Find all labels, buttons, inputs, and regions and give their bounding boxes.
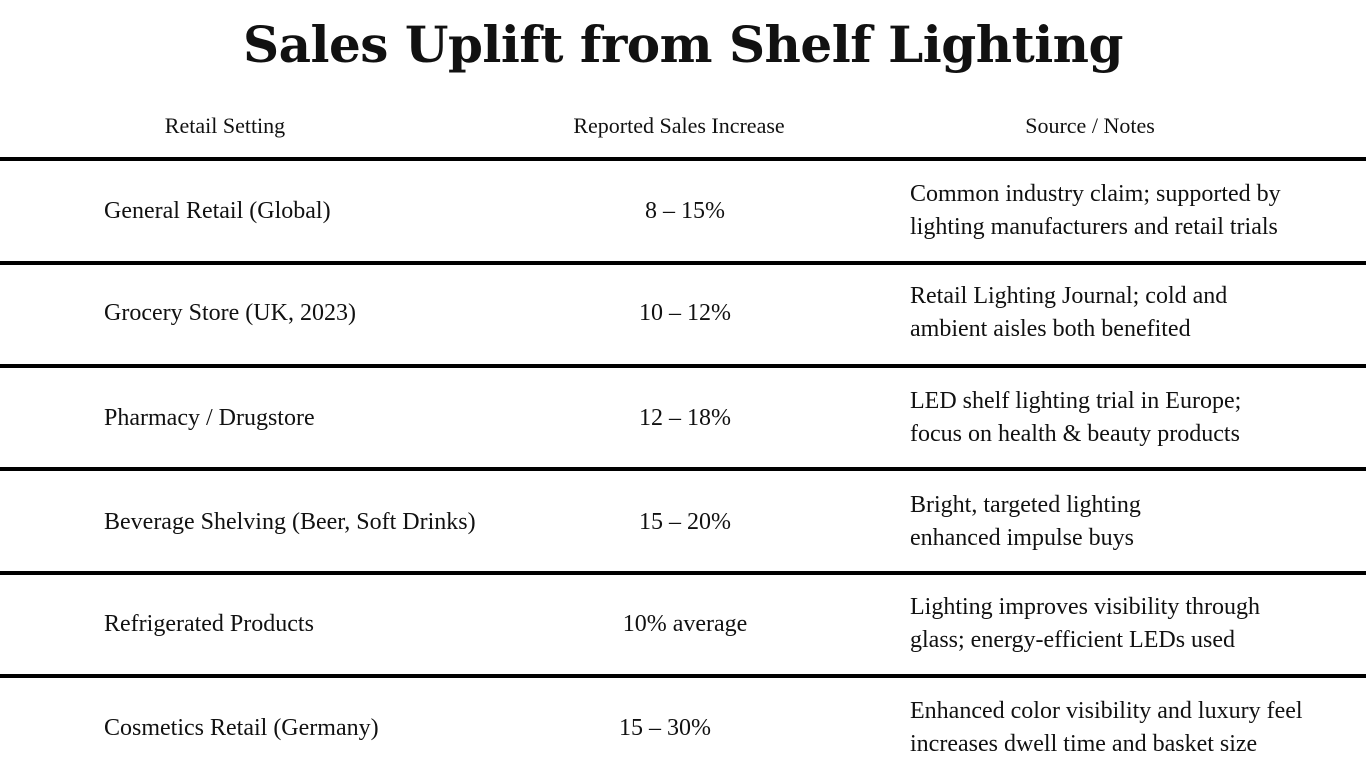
- source-notes-line: glass; energy-efficient LEDs used: [910, 627, 1236, 653]
- column-header-retail-setting: Retail Setting: [164, 113, 286, 138]
- table-divider: [0, 157, 1366, 161]
- page-title: Sales Uplift from Shelf Lighting: [243, 15, 1124, 74]
- source-notes-cell: Lighting improves visibility through gla…: [910, 574, 1360, 674]
- retail-setting-cell: Refrigerated Products: [104, 610, 314, 637]
- sales-increase-cell: 10 – 12%: [639, 299, 731, 326]
- table-divider: [0, 467, 1366, 471]
- retail-setting-cell: Pharmacy / Drugstore: [104, 404, 315, 431]
- sales-increase-cell: 12 – 18%: [639, 404, 731, 431]
- source-notes-line: ambient aisles both benefited: [910, 316, 1191, 342]
- source-notes-line: lighting manufacturers and retail trials: [910, 214, 1278, 240]
- table-divider: [0, 261, 1366, 265]
- source-notes-line: LED shelf lighting trial in Europe;: [910, 388, 1242, 414]
- source-notes-cell: LED shelf lighting trial in Europe; focu…: [910, 368, 1360, 468]
- table-divider: [0, 364, 1366, 368]
- sales-increase-cell: 8 – 15%: [645, 197, 725, 224]
- sales-increase-cell: 15 – 30%: [619, 714, 711, 741]
- sales-increase-cell: 10% average: [622, 610, 748, 637]
- column-header-sales-increase: Reported Sales Increase: [573, 113, 785, 138]
- source-notes-line: Bright, targeted lighting: [910, 492, 1141, 518]
- table-row: Beverage Shelving (Beer, Soft Drinks) 15…: [0, 472, 1366, 572]
- source-notes-line: focus on health & beauty products: [910, 421, 1240, 447]
- table-row: Refrigerated Products 10% average Lighti…: [0, 574, 1366, 674]
- source-notes-cell: Enhanced color visibility and luxury fee…: [910, 678, 1360, 768]
- table-row: General Retail (Global) 8 – 15% Common i…: [0, 161, 1366, 261]
- source-notes-line: Retail Lighting Journal; cold and: [910, 283, 1228, 309]
- source-notes-line: Enhanced color visibility and luxury fee…: [910, 698, 1303, 724]
- table-row: Pharmacy / Drugstore 12 – 18% LED shelf …: [0, 368, 1366, 468]
- source-notes-line: enhanced impulse buys: [910, 525, 1134, 551]
- retail-setting-cell: Grocery Store (UK, 2023): [104, 299, 356, 326]
- sales-increase-cell: 15 – 20%: [639, 508, 731, 535]
- retail-setting-cell: Cosmetics Retail (Germany): [104, 714, 379, 741]
- table-divider: [0, 674, 1366, 678]
- source-notes-cell: Retail Lighting Journal; cold and ambien…: [910, 263, 1360, 363]
- column-header-source-notes: Source / Notes: [1025, 113, 1155, 138]
- table-divider: [0, 571, 1366, 575]
- retail-setting-cell: General Retail (Global): [104, 197, 331, 224]
- source-notes-cell: Bright, targeted lighting enhanced impul…: [910, 472, 1360, 572]
- source-notes-line: increases dwell time and basket size: [910, 731, 1258, 757]
- source-notes-line: Lighting improves visibility through: [910, 594, 1260, 620]
- table-header: Retail Setting Reported Sales Increase S…: [0, 110, 1366, 142]
- table-row: Grocery Store (UK, 2023) 10 – 12% Retail…: [0, 263, 1366, 363]
- source-notes-cell: Common industry claim; supported by ligh…: [910, 161, 1360, 261]
- source-notes-line: Common industry claim; supported by: [910, 181, 1281, 207]
- table-row: Cosmetics Retail (Germany) 15 – 30% Enha…: [0, 678, 1366, 768]
- retail-setting-cell: Beverage Shelving (Beer, Soft Drinks): [104, 508, 476, 535]
